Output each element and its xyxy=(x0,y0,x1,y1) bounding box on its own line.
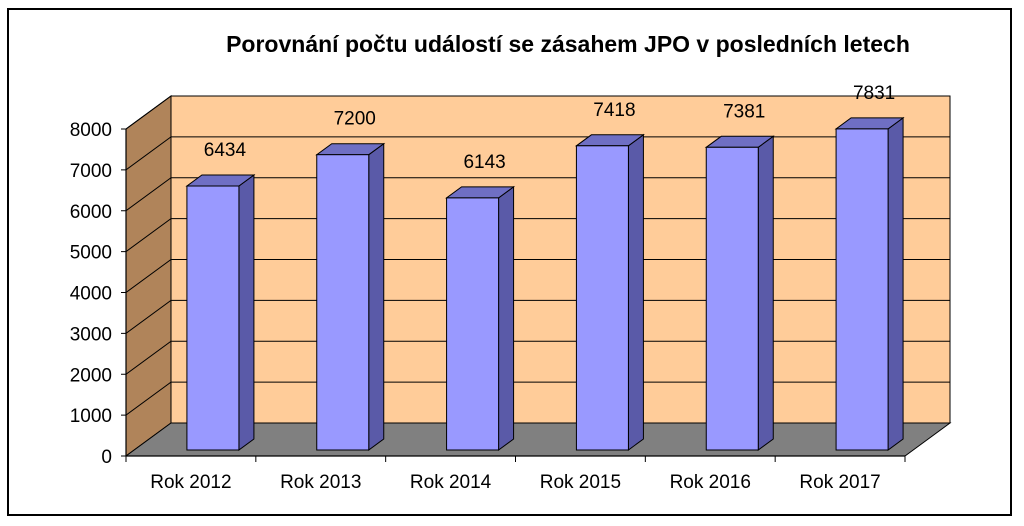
bar-front xyxy=(575,145,629,451)
bar-front xyxy=(186,185,240,451)
bar xyxy=(834,116,905,451)
x-tick-label: Rok 2017 xyxy=(799,472,880,493)
data-label: 6434 xyxy=(204,140,247,161)
bar-side xyxy=(498,185,515,451)
bar-side xyxy=(757,135,774,451)
y-tick-label: 4000 xyxy=(70,284,112,305)
bar xyxy=(704,135,775,451)
y-tick-label: 3000 xyxy=(70,324,112,345)
data-labels: 6434 7200 6143 7418 7381 7831 xyxy=(204,83,895,173)
gridline xyxy=(125,259,950,293)
data-label: 7200 xyxy=(334,109,376,130)
bars xyxy=(185,116,905,451)
bar-front xyxy=(835,128,889,451)
x-tick-label: Rok 2014 xyxy=(410,472,492,493)
bar-side xyxy=(238,174,255,451)
bar xyxy=(445,185,516,451)
bar-front xyxy=(446,197,500,451)
bar xyxy=(315,142,386,451)
gridline xyxy=(125,218,950,253)
y-tick-label: 6000 xyxy=(70,202,112,223)
bar-front xyxy=(316,154,370,451)
x-axis: Rok 2012 Rok 2013 Rok 2014 Rok 2015 Rok 2016… xyxy=(125,455,906,493)
y-tick-label: 7000 xyxy=(70,161,112,182)
bar xyxy=(185,174,256,451)
data-label: 7831 xyxy=(853,83,895,104)
gridlines xyxy=(125,95,950,416)
data-label: 7418 xyxy=(593,100,635,121)
x-tick-label: Rok 2016 xyxy=(670,472,751,493)
bar-side xyxy=(887,116,904,451)
chart-title: Porovnání počtu událostí se zásahem JPO … xyxy=(226,31,910,57)
bar-side xyxy=(627,133,644,451)
data-label: 7381 xyxy=(723,101,765,122)
y-tick-label: 1000 xyxy=(70,406,112,427)
gridline xyxy=(125,136,950,171)
y-tick-label: 2000 xyxy=(70,365,112,386)
gridline xyxy=(125,95,950,130)
gridline xyxy=(125,299,950,334)
gridline xyxy=(125,381,950,416)
y-axis: 0 1000 2000 3000 4000 5000 6000 7000 8000 xyxy=(70,120,127,468)
x-tick-label: Rok 2015 xyxy=(540,472,621,493)
y-tick-label: 0 xyxy=(101,447,112,468)
bar xyxy=(574,133,645,451)
data-label: 6143 xyxy=(463,152,505,173)
bar-front xyxy=(705,146,759,451)
x-tick-label: Rok 2013 xyxy=(280,472,361,493)
y-tick-label: 5000 xyxy=(70,243,112,264)
x-tick-label: Rok 2012 xyxy=(150,472,231,493)
bar-side xyxy=(368,142,385,451)
gridline xyxy=(125,340,950,375)
y-tick-label: 8000 xyxy=(70,120,112,141)
gridline xyxy=(125,177,950,212)
